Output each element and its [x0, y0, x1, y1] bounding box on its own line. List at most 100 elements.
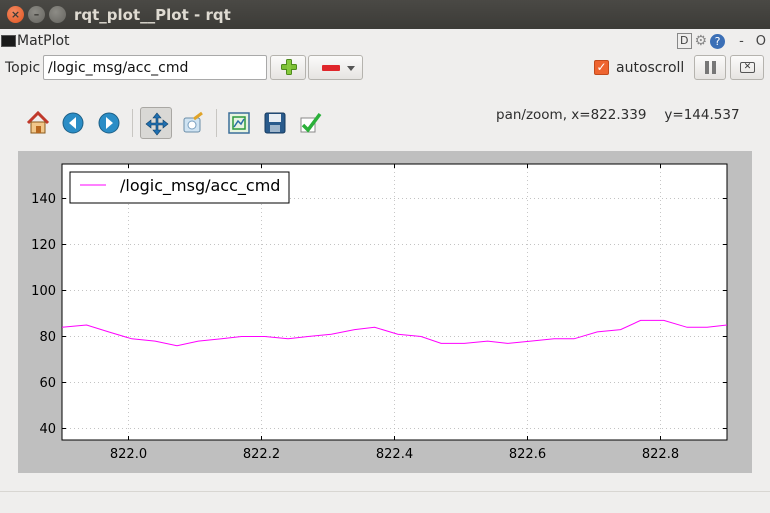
back-icon	[62, 112, 84, 134]
data-point	[221, 338, 222, 339]
data-point	[573, 338, 574, 339]
clear-button[interactable]: ✕	[730, 55, 764, 80]
topic-row: Topic ✓ autoscroll ✕	[0, 55, 770, 81]
minus-icon	[322, 65, 340, 71]
x-tick-labels: 822.0 822.2 822.4 822.6 822.8	[110, 447, 679, 462]
y-tick-label: 100	[31, 284, 56, 299]
home-button[interactable]	[22, 107, 54, 139]
plugin-header-controls: D ⚙ ? - O	[677, 33, 766, 49]
data-point	[264, 336, 265, 337]
tick-marks	[62, 164, 727, 440]
data-point	[198, 341, 199, 342]
y-tick-label: 120	[31, 238, 56, 253]
forward-icon	[98, 112, 120, 134]
data-point	[331, 334, 332, 335]
data-point	[421, 336, 422, 337]
series-line	[61, 319, 728, 347]
legend-label: /logic_msg/acc_cmd	[120, 176, 280, 196]
y-tick-label: 40	[39, 422, 56, 437]
home-icon	[26, 110, 50, 134]
x-tick-label: 822.0	[110, 447, 147, 462]
data-point	[288, 338, 289, 339]
configure-subplots-button[interactable]	[223, 107, 255, 139]
data-point	[726, 324, 727, 325]
edit-curves-button[interactable]	[295, 107, 327, 139]
x-tick-label: 822.8	[642, 447, 679, 462]
data-point	[131, 338, 132, 339]
window-titlebar: × – rqt_plot__Plot - rqt	[0, 0, 770, 29]
legend: /logic_msg/acc_cmd	[69, 171, 290, 204]
plot-area	[61, 163, 728, 441]
data-point	[554, 338, 555, 339]
edit-curves-icon	[300, 112, 322, 133]
y-tick-labels: 40 60 80 100 120 140	[31, 192, 56, 437]
minimize-plugin-button[interactable]: -	[739, 33, 744, 49]
pause-button[interactable]	[694, 55, 726, 80]
data-point	[507, 343, 508, 344]
matplot-icon	[1, 35, 16, 47]
chevron-down-icon	[347, 66, 355, 71]
y-tick-label: 60	[39, 376, 56, 391]
close-plugin-button[interactable]: O	[755, 33, 766, 49]
configure-subplots-icon	[228, 112, 250, 134]
plus-icon	[281, 59, 297, 75]
data-point	[687, 327, 688, 328]
pan-icon	[145, 112, 169, 136]
data-point	[86, 324, 87, 325]
data-point	[706, 327, 707, 328]
back-button[interactable]	[57, 107, 89, 139]
maximize-window-button[interactable]	[49, 6, 66, 23]
data-point	[354, 329, 355, 330]
plot-toolbar	[20, 105, 340, 143]
window-title: rqt_plot__Plot - rqt	[74, 6, 231, 24]
cursor-coordinates: pan/zoom, x=822.339 y=144.537	[496, 107, 740, 123]
data-point	[620, 329, 621, 330]
add-topic-button[interactable]	[270, 55, 306, 80]
data-point	[487, 341, 488, 342]
gear-icon[interactable]: ⚙	[694, 33, 708, 49]
plot-canvas[interactable]: 822.0 822.2 822.4 822.6 822.8 40 60 80 100 120 14…	[18, 151, 752, 473]
pause-icon	[705, 61, 709, 74]
data-point	[440, 343, 441, 344]
pan-button[interactable]	[140, 107, 172, 139]
legend-box	[69, 171, 290, 204]
save-button[interactable]	[259, 107, 291, 139]
data-point	[307, 336, 308, 337]
x-tick-label: 822.2	[243, 447, 280, 462]
autoscroll-label: autoscroll	[616, 60, 685, 76]
data-point	[176, 345, 177, 346]
y-tick-label: 80	[39, 330, 56, 345]
line-chart[interactable]: 822.0 822.2 822.4 822.6 822.8 40 60 80 100 120 14…	[18, 151, 752, 473]
data-point	[241, 336, 242, 337]
data-point	[61, 327, 62, 328]
status-bar	[0, 491, 770, 513]
coords-x: pan/zoom, x=822.339	[496, 107, 647, 123]
remove-topic-button[interactable]	[308, 55, 363, 80]
data-point	[374, 327, 375, 328]
topic-input[interactable]	[43, 55, 267, 80]
coords-y: y=144.537	[664, 107, 740, 123]
x-tick-label: 822.4	[376, 447, 413, 462]
data-point	[597, 331, 598, 332]
series-group	[61, 319, 728, 347]
zoom-button[interactable]	[177, 107, 209, 139]
plugin-header: MatPlot D ⚙ ? - O	[0, 31, 770, 53]
save-icon	[264, 112, 286, 134]
clear-icon: ✕	[740, 62, 755, 73]
data-point	[530, 341, 531, 342]
minimize-window-button[interactable]: –	[28, 6, 45, 23]
topic-label: Topic	[5, 60, 41, 76]
data-point	[108, 331, 109, 332]
data-point	[155, 341, 156, 342]
help-icon[interactable]: ?	[710, 33, 726, 49]
data-point	[397, 334, 398, 335]
close-window-button[interactable]: ×	[7, 6, 24, 23]
y-tick-label: 140	[31, 192, 56, 207]
data-point	[640, 320, 641, 321]
grid-lines	[62, 164, 727, 440]
autoscroll-checkbox[interactable]: ✓	[594, 60, 609, 75]
dock-icon[interactable]: D	[677, 33, 692, 49]
forward-button[interactable]	[93, 107, 125, 139]
data-point	[663, 320, 664, 321]
plugin-title: MatPlot	[17, 33, 70, 49]
